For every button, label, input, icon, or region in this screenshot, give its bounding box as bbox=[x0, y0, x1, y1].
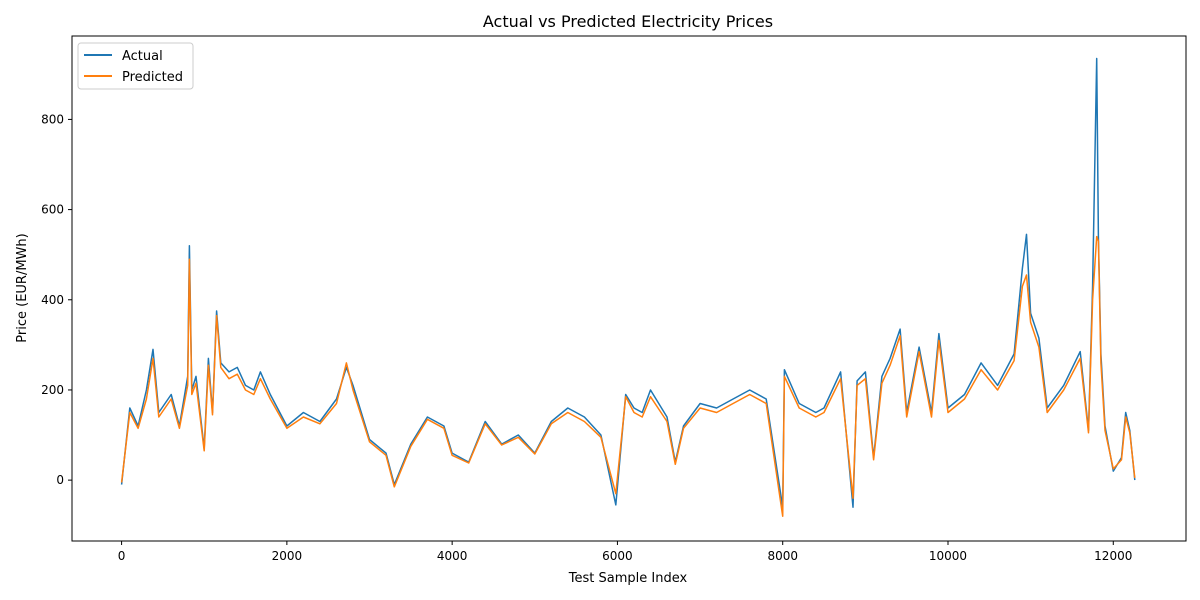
x-tick-label: 8000 bbox=[767, 549, 798, 563]
y-tick-label: 200 bbox=[41, 383, 64, 397]
x-tick-label: 10000 bbox=[929, 549, 967, 563]
chart-title: Actual vs Predicted Electricity Prices bbox=[483, 12, 773, 31]
y-axis: 0 200 400 600 800 bbox=[41, 112, 72, 487]
legend: Actual Predicted bbox=[77, 42, 194, 90]
x-axis: 0 2000 4000 6000 8000 10000 12000 bbox=[118, 541, 1132, 563]
x-tick-label: 12000 bbox=[1094, 549, 1132, 563]
plot-frame bbox=[71, 35, 1187, 542]
series-predicted-line bbox=[120, 235, 1136, 517]
x-tick-label: 4000 bbox=[437, 549, 468, 563]
y-tick-label: 600 bbox=[41, 203, 64, 217]
x-axis-label: Test Sample Index bbox=[568, 571, 688, 586]
series-actual-line bbox=[120, 57, 1136, 508]
x-tick-label: 6000 bbox=[602, 549, 633, 563]
legend-actual-label: Actual bbox=[122, 49, 163, 64]
x-tick-label: 0 bbox=[118, 549, 126, 563]
legend-predicted-label: Predicted bbox=[122, 70, 183, 85]
y-tick-label: 400 bbox=[41, 293, 64, 307]
y-axis-label: Price (EUR/MWh) bbox=[15, 233, 30, 342]
x-tick-label: 2000 bbox=[272, 549, 303, 563]
series-group bbox=[120, 57, 1136, 517]
y-tick-label: 800 bbox=[41, 112, 64, 126]
y-tick-label: 0 bbox=[56, 473, 64, 487]
